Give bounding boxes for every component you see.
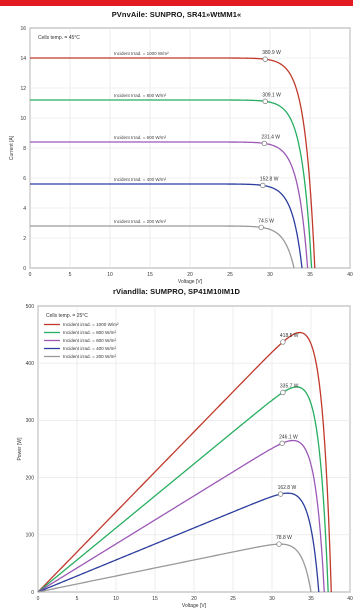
y-tick-label: 400: [26, 361, 35, 367]
y-axis-label: Current [A]: [9, 135, 15, 160]
y-tick-label: 10: [20, 116, 26, 122]
mpp-marker: [276, 541, 282, 547]
x-tick-label: 30: [267, 272, 273, 278]
y-axis-label: Power [W]: [17, 437, 23, 461]
y-tick-label: 500: [26, 304, 35, 310]
x-tick-label: 15: [152, 596, 158, 602]
y-tick-label: 0: [31, 590, 34, 596]
pv-chart: 0 5 10 15 20 25 30 35 400100200300400500Voltage …: [17, 304, 353, 609]
x-axis-label: Voltage [V]: [178, 279, 203, 284]
iv-chart: 0 5 10 15 20 25 30 35 40 0 2 4 6 8 10 12 14 16 Voltage [V]…: [9, 26, 353, 284]
x-tick-label: 25: [230, 596, 236, 602]
x-tick-label: 5: [69, 272, 72, 278]
series-line: [37, 492, 320, 593]
mpp-marker: [262, 56, 268, 62]
legend-entry: Incident irrad. = 1000 W/m²: [63, 322, 119, 327]
x-tick-label: 0: [37, 596, 40, 602]
series-label: Incident Irrad. = 400 W/m²: [114, 177, 167, 182]
y-tick-label: 12: [20, 86, 26, 92]
series-line: [37, 439, 325, 593]
mpp-marker: [279, 440, 285, 446]
series-label: Incident Irrad. = 600 W/m²: [114, 135, 167, 140]
temperature-annotation: Cells temp. = 45°C: [38, 35, 80, 41]
mpp-label: 152.8 W: [260, 176, 279, 182]
x-tick-label: 20: [191, 596, 197, 602]
mpp-marker: [262, 98, 268, 104]
x-axis-label: Voltage [V]: [182, 603, 207, 609]
legend-entry: Incident irrad. = 400 W/m²: [63, 346, 116, 351]
mpp-marker: [258, 224, 264, 231]
y-tick-label: 6: [23, 176, 26, 182]
x-tick-label: 15: [147, 272, 153, 278]
mpp-label: 418.5 W: [280, 333, 299, 339]
series-line: [37, 543, 312, 593]
series-label: Incident Irrad. = 200 W/m²: [114, 219, 167, 224]
chart-title-pv: rViandlla: SUMPRO, SP41M10IM1D: [112, 287, 241, 296]
mpp-label: 309.1 W: [262, 92, 281, 98]
mpp-marker: [261, 140, 268, 147]
mpp-marker: [260, 182, 266, 189]
chart-title-iv: PVnvAile: SUNPRO, SR41»WtMM1«: [111, 10, 242, 19]
y-tick-label: 16: [20, 26, 26, 32]
x-tick-label: 25: [227, 272, 233, 278]
y-tick-label: 8: [23, 146, 26, 152]
series-line: [37, 386, 329, 593]
legend-entry: Incident irrad. = 600 W/m²: [63, 338, 116, 343]
temperature-annotation: Cells temp. = 25°C: [46, 313, 88, 319]
y-tick-label: 2: [23, 236, 26, 242]
mpp-marker: [277, 491, 284, 497]
y-tick-label: 100: [26, 533, 35, 539]
mpp-label: 335.7 W: [280, 383, 299, 389]
legend-entry: Incident irrad. = 200 W/m²: [63, 354, 116, 359]
y-tick-label: 0: [23, 266, 26, 272]
x-tick-label: 5: [76, 596, 79, 602]
x-tick-label: 35: [308, 596, 314, 602]
mpp-label: 162.8 W: [278, 485, 297, 491]
x-tick-label: 20: [187, 272, 193, 278]
mpp-label: 246.1 W: [279, 434, 298, 440]
series-line: [30, 141, 309, 269]
x-tick-label: 40: [347, 272, 353, 278]
header-bar: [0, 0, 353, 6]
y-tick-label: 300: [26, 418, 35, 424]
mpp-label: 74.5 W: [258, 218, 274, 224]
y-tick-label: 4: [23, 206, 26, 212]
x-tick-label: 10: [107, 272, 113, 278]
series-label: Incident Irrad. = 1000 W/m²: [114, 51, 169, 56]
series-line: [30, 183, 303, 269]
y-tick-label: 14: [20, 56, 26, 62]
x-tick-label: 40: [347, 596, 353, 602]
series-label: Incident Irrad. = 800 W/m²: [114, 93, 167, 98]
x-tick-label: 10: [113, 596, 119, 602]
x-tick-label: 35: [307, 272, 313, 278]
x-tick-label: 30: [269, 596, 275, 602]
x-tick-label: 0: [29, 272, 32, 278]
mpp-label: 231.4 W: [261, 134, 280, 140]
mpp-marker: [280, 389, 286, 396]
legend-entry: Incident irrad. = 800 W/m²: [63, 330, 116, 335]
mpp-label: 380.9 W: [262, 50, 281, 56]
series-line: [30, 225, 295, 269]
mpp-label: 78.8 W: [276, 535, 292, 541]
mpp-marker: [280, 339, 286, 345]
y-tick-label: 200: [26, 475, 35, 481]
